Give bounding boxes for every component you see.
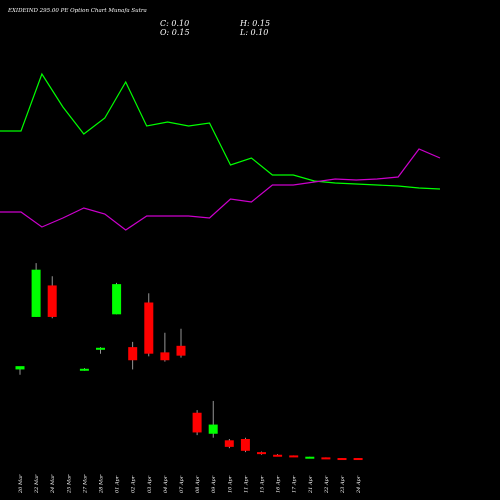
x-tick-label: 01 Apr bbox=[115, 475, 121, 493]
candle-body bbox=[321, 457, 331, 460]
candle-body bbox=[96, 347, 105, 350]
candle-body bbox=[289, 455, 299, 458]
high-label: H: 0.15 bbox=[240, 19, 271, 28]
candle-body bbox=[160, 352, 170, 361]
x-tick-label: 28 Mar bbox=[99, 474, 105, 494]
candle-body bbox=[176, 345, 186, 356]
candle-body bbox=[337, 458, 347, 461]
x-tick-label: 02 Apr bbox=[131, 475, 137, 493]
series-line-2 bbox=[0, 148, 441, 231]
close-label: C: 0.10 bbox=[160, 19, 190, 28]
candle-body bbox=[47, 285, 57, 317]
x-tick-label: 03 Apr bbox=[147, 475, 153, 493]
x-tick-label: 07 Apr bbox=[179, 475, 185, 493]
x-tick-label: 16 Apr bbox=[276, 475, 282, 493]
x-tick-label: 27 Mar bbox=[82, 474, 88, 494]
x-tick-label: 21 Apr bbox=[308, 475, 314, 494]
candle-body bbox=[192, 412, 202, 433]
x-tick-label: 11 Apr bbox=[243, 475, 249, 493]
candle-body bbox=[15, 366, 25, 370]
x-tick-label: 09 Apr bbox=[211, 475, 217, 493]
candle-body bbox=[112, 284, 122, 315]
candle-body bbox=[240, 439, 250, 451]
x-tick-label: 04 Apr bbox=[163, 475, 169, 493]
candle-body bbox=[144, 302, 154, 354]
candle-body bbox=[79, 368, 89, 371]
candle-body bbox=[353, 458, 363, 461]
candle-body bbox=[273, 454, 283, 457]
low-label: L: 0.10 bbox=[240, 28, 269, 37]
x-tick-label: 24 Apr bbox=[356, 475, 362, 494]
chart-title: EXIDEIND 295.00 PE Option Chart Munafa S… bbox=[8, 8, 147, 14]
series-line-1 bbox=[0, 72, 441, 190]
x-tick-label: 23 Apr bbox=[340, 475, 346, 494]
x-tick-label: 22 Mar bbox=[34, 474, 40, 494]
candle-body bbox=[224, 440, 234, 447]
x-tick-label: 15 Apr bbox=[260, 475, 266, 493]
candle-body bbox=[31, 269, 41, 317]
candle-body bbox=[208, 424, 218, 434]
x-tick-label: 10 Apr bbox=[227, 475, 233, 493]
x-tick-label: 22 Apr bbox=[324, 475, 330, 494]
x-tick-label: 25 Mar bbox=[66, 474, 72, 494]
x-tick-label: 08 Apr bbox=[195, 475, 201, 493]
open-label: O: 0.15 bbox=[160, 28, 190, 37]
x-tick-label: 24 Mar bbox=[50, 474, 56, 494]
candle-body bbox=[257, 452, 266, 455]
candle-body bbox=[305, 456, 315, 459]
x-tick-label: 20 Mar bbox=[18, 474, 24, 494]
x-tick-label: 17 Apr bbox=[292, 475, 298, 493]
candle-body bbox=[128, 347, 138, 361]
